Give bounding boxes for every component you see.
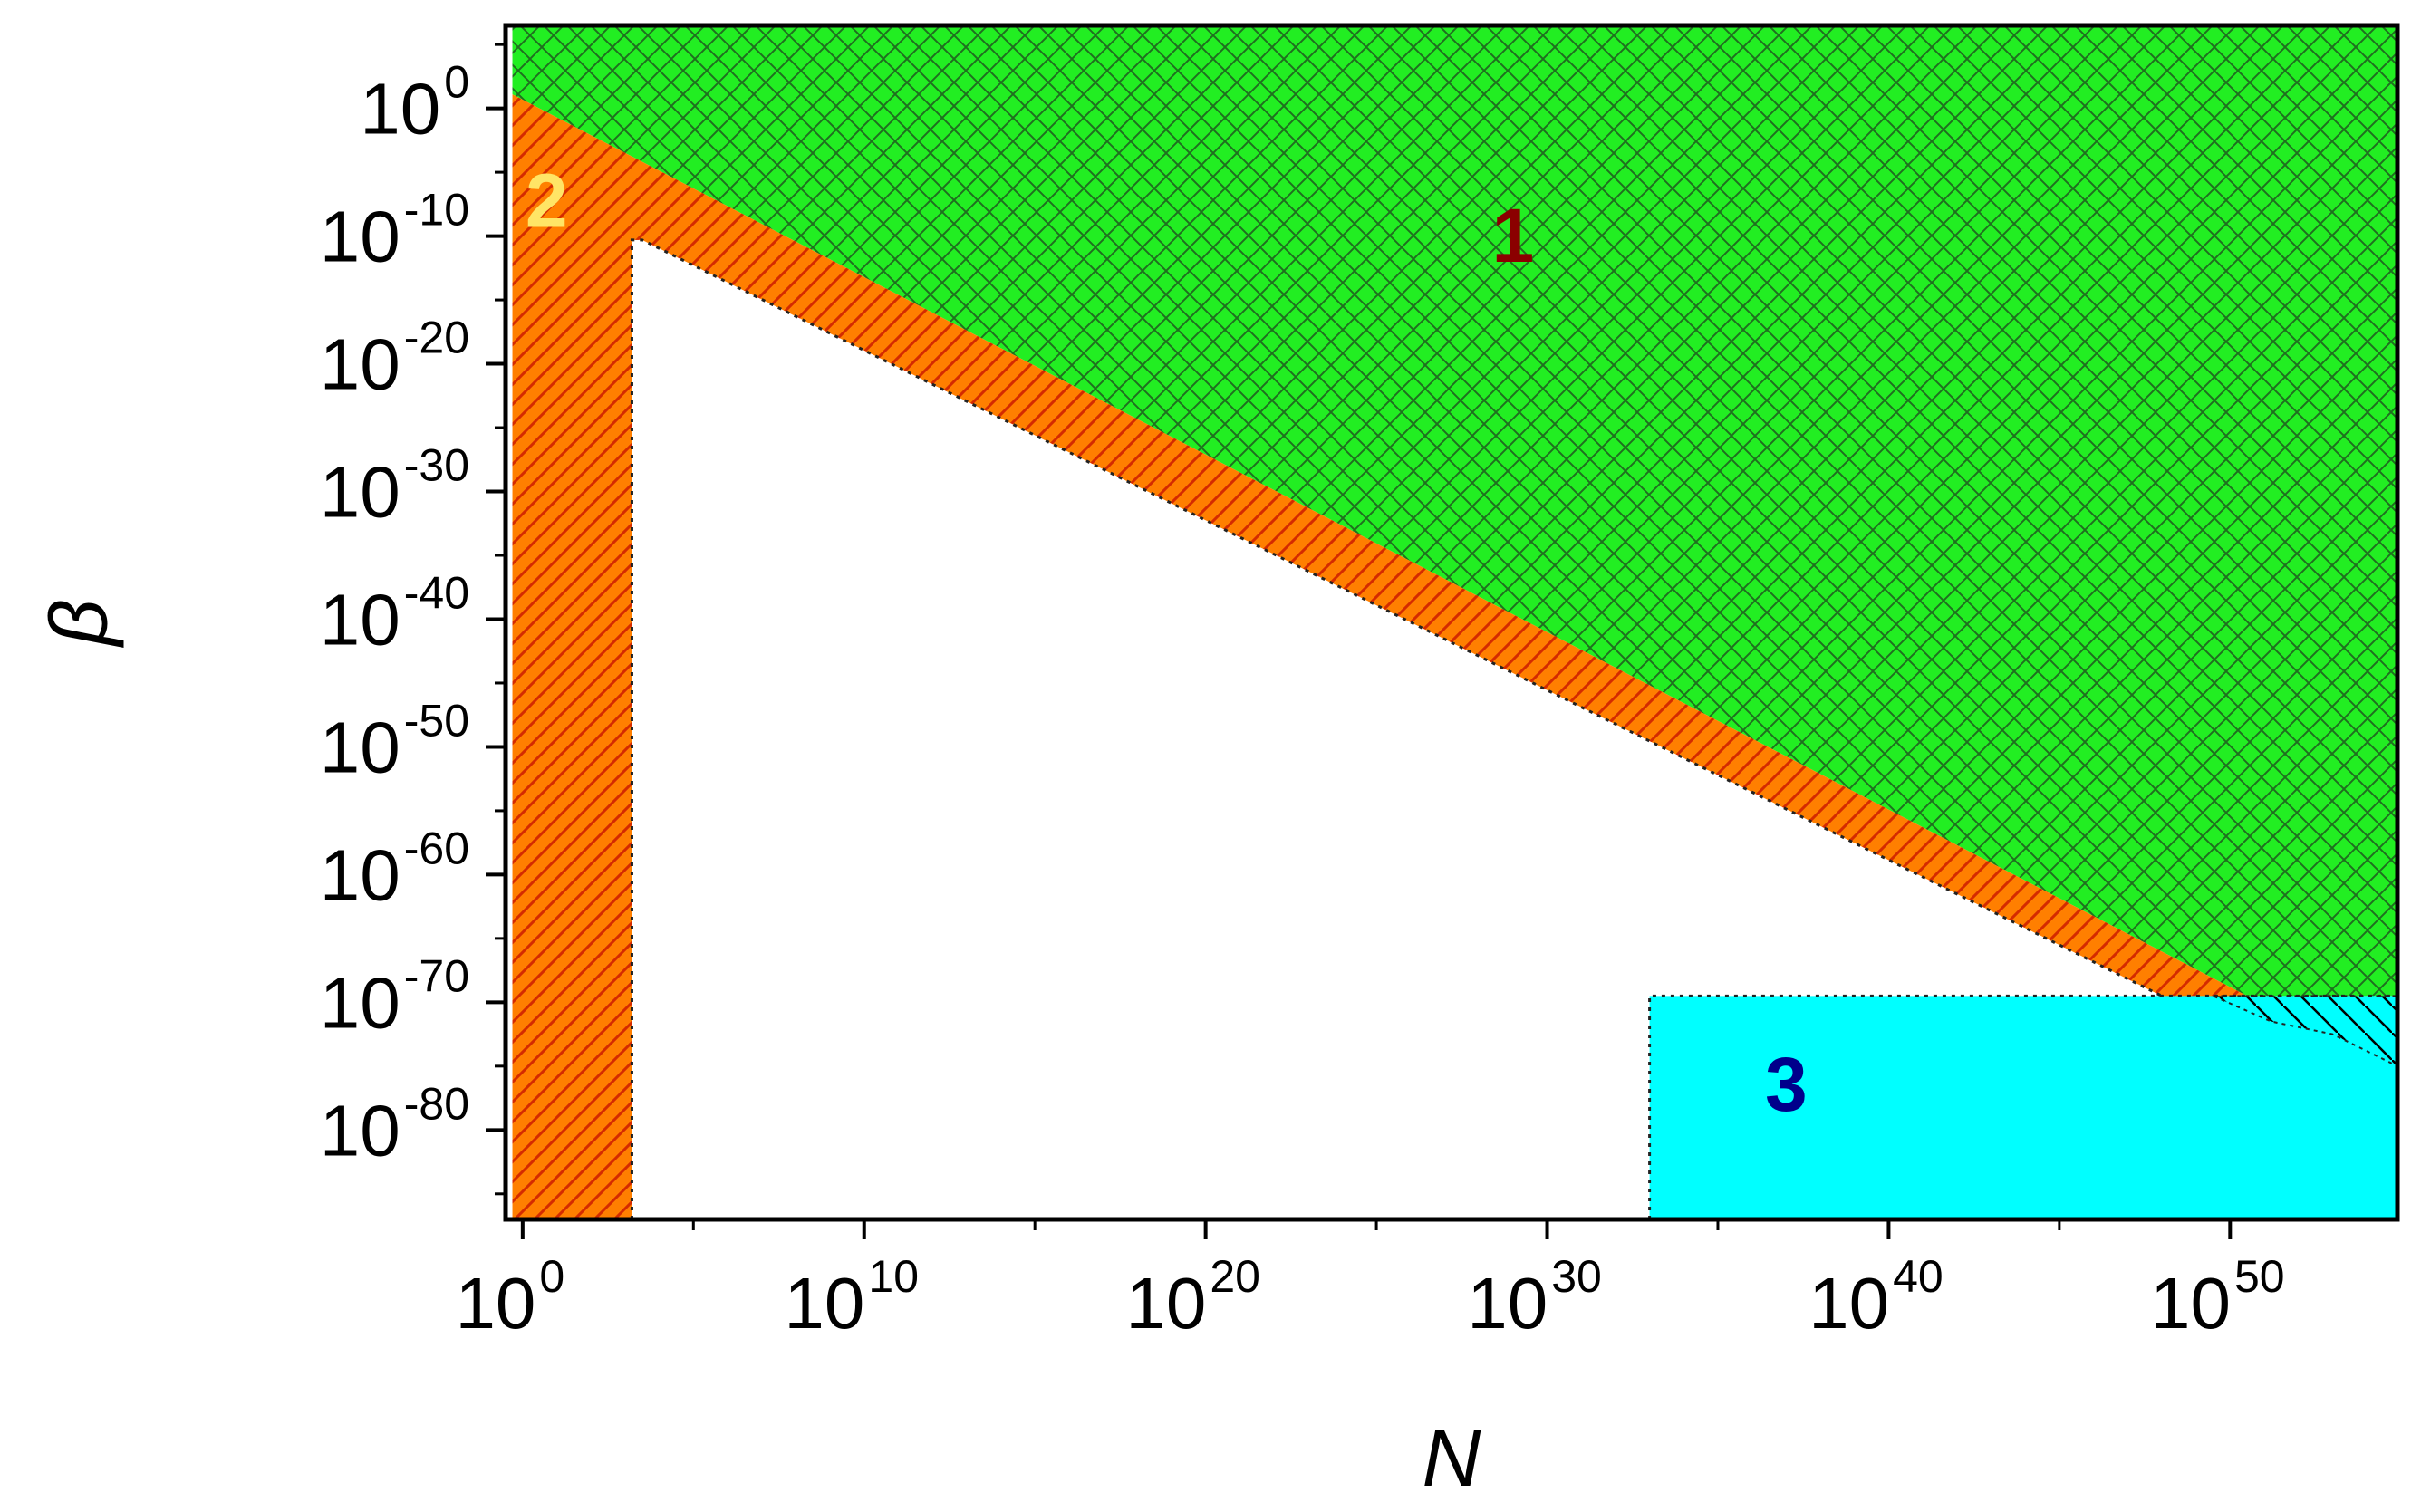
region-2-pattern [512, 94, 2248, 1220]
y-tick-label: 10-50 [320, 695, 469, 787]
y-axis-label: β [34, 599, 125, 648]
y-tick-label: 10-80 [320, 1078, 469, 1170]
overlay-layer [630, 238, 2398, 1219]
regions-layer [512, 25, 2398, 1220]
y-axis: 100 10-10 10-20 10-30 10-40 10-50 10-60 10-70 10… [320, 43, 506, 1196]
y-tick-label: 10-10 [320, 185, 469, 277]
region-labels: 1 2 3 [526, 159, 1808, 1127]
plot-frame [503, 23, 2400, 1222]
x-axis-label: N [1423, 1413, 1482, 1504]
region-3-fill [1649, 996, 2397, 1219]
y-tick-label: 10-60 [320, 823, 469, 915]
region-2-boundary [630, 238, 2163, 1219]
x-tick-label: 1030 [1467, 1251, 1602, 1343]
y-tick-label: 10-30 [320, 440, 469, 533]
region-3-boundary [1648, 994, 2397, 1219]
region-1-pattern [512, 25, 2398, 997]
region-label-1: 1 [1491, 193, 1534, 278]
y-tick-label: 10-20 [320, 313, 469, 405]
region-label-3: 3 [1765, 1042, 1808, 1127]
overlap-corner [2213, 995, 2398, 1068]
region-label-2: 2 [526, 159, 568, 244]
x-axis: 100 1010 1020 1030 1040 1050 [455, 1219, 2285, 1343]
y-tick-label: 10-40 [320, 567, 469, 660]
x-tick-label: 1020 [1125, 1251, 1260, 1343]
x-tick-label: 1050 [2150, 1251, 2285, 1343]
x-tick-label: 1040 [1809, 1251, 1944, 1343]
y-tick-label: 100 [360, 57, 469, 149]
x-tick-label: 100 [455, 1251, 564, 1343]
y-tick-label: 10-70 [320, 950, 469, 1043]
x-tick-label: 1010 [784, 1251, 919, 1343]
